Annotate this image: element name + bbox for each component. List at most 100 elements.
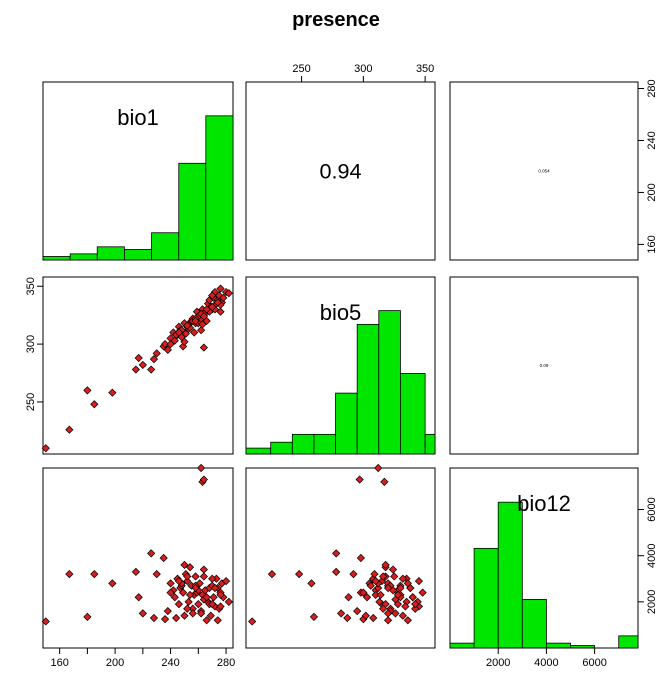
scatter-point: [190, 328, 199, 337]
scatter-bio5-vs-bio1: [41, 284, 233, 453]
scatter-point: [371, 576, 380, 586]
scatter-point: [375, 597, 384, 606]
scatter-point: [391, 609, 400, 618]
histogram-bar: [124, 249, 152, 261]
scatter-point: [41, 444, 50, 453]
scatter-point: [185, 563, 195, 572]
scatter-bio12-vs-bio1: [41, 463, 233, 626]
tick-label: 2000: [486, 657, 510, 669]
scatter-point: [183, 604, 192, 613]
variable-label-bio5: bio5: [320, 300, 362, 325]
scatter-point: [152, 349, 161, 358]
scatter-point: [178, 588, 188, 597]
scatter-point: [418, 588, 427, 597]
histogram-bar: [291, 433, 315, 455]
scatter-point: [208, 291, 217, 300]
scatter-point: [134, 593, 143, 602]
scatter-point: [166, 340, 175, 349]
scatter-point: [172, 613, 181, 623]
scatter-point: [224, 597, 233, 606]
scatter-point: [344, 593, 353, 602]
scatter-point: [163, 606, 172, 616]
scatter-point: [380, 477, 389, 486]
scatter-point: [213, 298, 222, 307]
scatter-point: [199, 572, 208, 581]
histogram-bar: [521, 599, 547, 649]
scatter-point: [149, 613, 159, 623]
scatter-point: [199, 312, 208, 321]
scatter-point: [376, 590, 385, 600]
scatter-point: [90, 400, 99, 409]
scatter-point: [216, 284, 225, 293]
histogram-bio5: [245, 310, 436, 455]
scatter-point: [369, 613, 378, 623]
histogram-bar: [151, 232, 180, 261]
scatter-point: [356, 553, 365, 563]
scatter-point: [191, 583, 200, 593]
histogram-bar: [96, 246, 125, 261]
scatter-point: [216, 602, 225, 611]
scatter-point: [180, 337, 189, 346]
scatter-point: [183, 576, 192, 586]
scatter-point: [349, 570, 358, 579]
scatter-point: [191, 572, 200, 581]
scatter-point: [215, 291, 224, 300]
scatter-point: [147, 365, 156, 374]
scatter-point: [398, 611, 407, 620]
tick-label: 6000: [582, 657, 606, 669]
scatter-point: [393, 600, 403, 609]
tick-label: 300: [25, 335, 37, 353]
scatter-point: [307, 579, 316, 588]
scatter-point: [414, 576, 424, 586]
scatter-point: [199, 475, 208, 484]
scatter-point: [337, 609, 346, 618]
histogram-bar: [424, 433, 436, 455]
histogram-bar: [400, 373, 426, 455]
histogram-bar: [69, 253, 98, 261]
histogram-bar: [178, 162, 207, 261]
scatter-point: [208, 600, 217, 609]
scatter-point: [381, 560, 390, 570]
scatter-point: [147, 549, 156, 558]
histogram-bar: [473, 547, 499, 649]
scatter-point: [180, 611, 189, 620]
tick-label: 4000: [646, 543, 658, 567]
tick-label: 200: [646, 183, 658, 201]
scatter-point: [374, 583, 383, 593]
scatter-point: [411, 604, 420, 613]
panel-frame-2-1: [245, 467, 436, 649]
histogram-bar: [378, 310, 401, 455]
scatter-point: [108, 579, 117, 588]
variable-label-bio12: bio12: [517, 491, 571, 516]
scatter-point: [208, 574, 217, 583]
tick-label: 250: [25, 393, 37, 411]
scatter-point: [221, 576, 231, 586]
histogram-bar: [270, 441, 293, 455]
scatter-point: [295, 570, 304, 579]
scatter-point: [379, 572, 388, 581]
scatter-point: [343, 613, 352, 623]
scatter-point: [160, 615, 170, 624]
scatter-point: [184, 597, 193, 606]
tick-label: 240: [646, 131, 658, 149]
tick-label: 6000: [646, 497, 658, 521]
scatter-point: [213, 616, 222, 625]
histogram-bar: [245, 447, 272, 455]
scatter-point: [209, 593, 218, 602]
scatter-point: [83, 612, 92, 621]
scatter-point: [108, 388, 117, 397]
scatter-point: [408, 593, 417, 602]
histogram-bar: [546, 642, 571, 649]
scatter-point: [198, 320, 207, 329]
scatter-point: [152, 570, 161, 579]
scatter-point: [224, 289, 233, 298]
scatter-point: [359, 588, 368, 597]
scatter-point: [332, 549, 341, 558]
tick-label: 240: [161, 657, 179, 669]
tick-label: 350: [416, 63, 434, 75]
scatter-point: [199, 565, 208, 574]
variable-label-bio1: bio1: [117, 105, 159, 130]
scatter-point: [383, 616, 393, 625]
scatter-point: [374, 463, 383, 473]
scatter-point: [401, 602, 410, 611]
